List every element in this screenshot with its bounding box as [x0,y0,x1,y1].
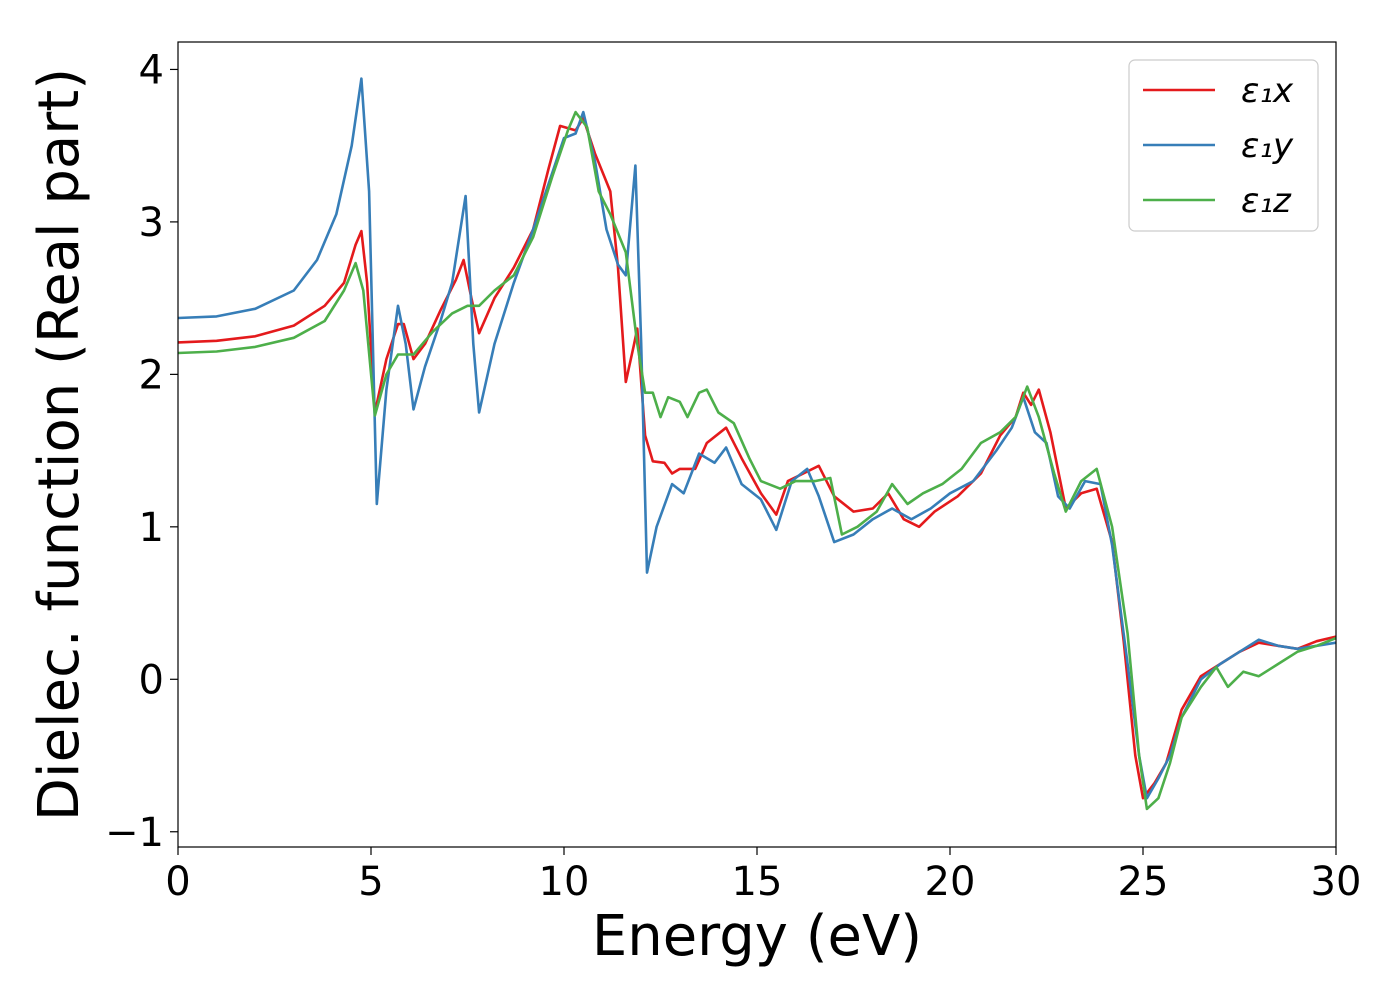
y-tick-label: 1 [139,505,164,551]
legend: ε₁x ε₁y ε₁z [1128,59,1319,232]
legend-entry-label: ε₁x [1241,71,1294,111]
y-axis-label: Dielec. function (Real part) [27,68,92,821]
x-tick-label: 0 [165,859,190,905]
series-line-2 [178,77,1336,800]
x-axis-label: Energy (eV) [592,904,922,969]
legend-entry-label: ε₁z [1241,181,1292,221]
legend-entry-label: ε₁y [1241,126,1294,166]
x-tick-label: 25 [1118,859,1169,905]
x-tick-label: 15 [732,859,783,905]
x-tick-label: 20 [925,859,976,905]
y-tick-label: 2 [139,352,164,398]
x-tick-label: 5 [358,859,383,905]
y-tick-label: −1 [105,810,164,856]
y-tick-label: 4 [139,47,164,93]
x-tick-label: 30 [1311,859,1362,905]
y-tick-label: 3 [139,200,164,246]
series-line-3 [178,110,1336,811]
y-tick-label: 0 [139,657,164,703]
x-tick-label: 10 [539,859,590,905]
series-layer [178,77,1336,811]
x-axis: 0 5 10 15 20 25 30 [165,847,1361,905]
legend-box [1128,59,1319,232]
y-axis: −1 0 1 2 3 4 [105,47,178,856]
